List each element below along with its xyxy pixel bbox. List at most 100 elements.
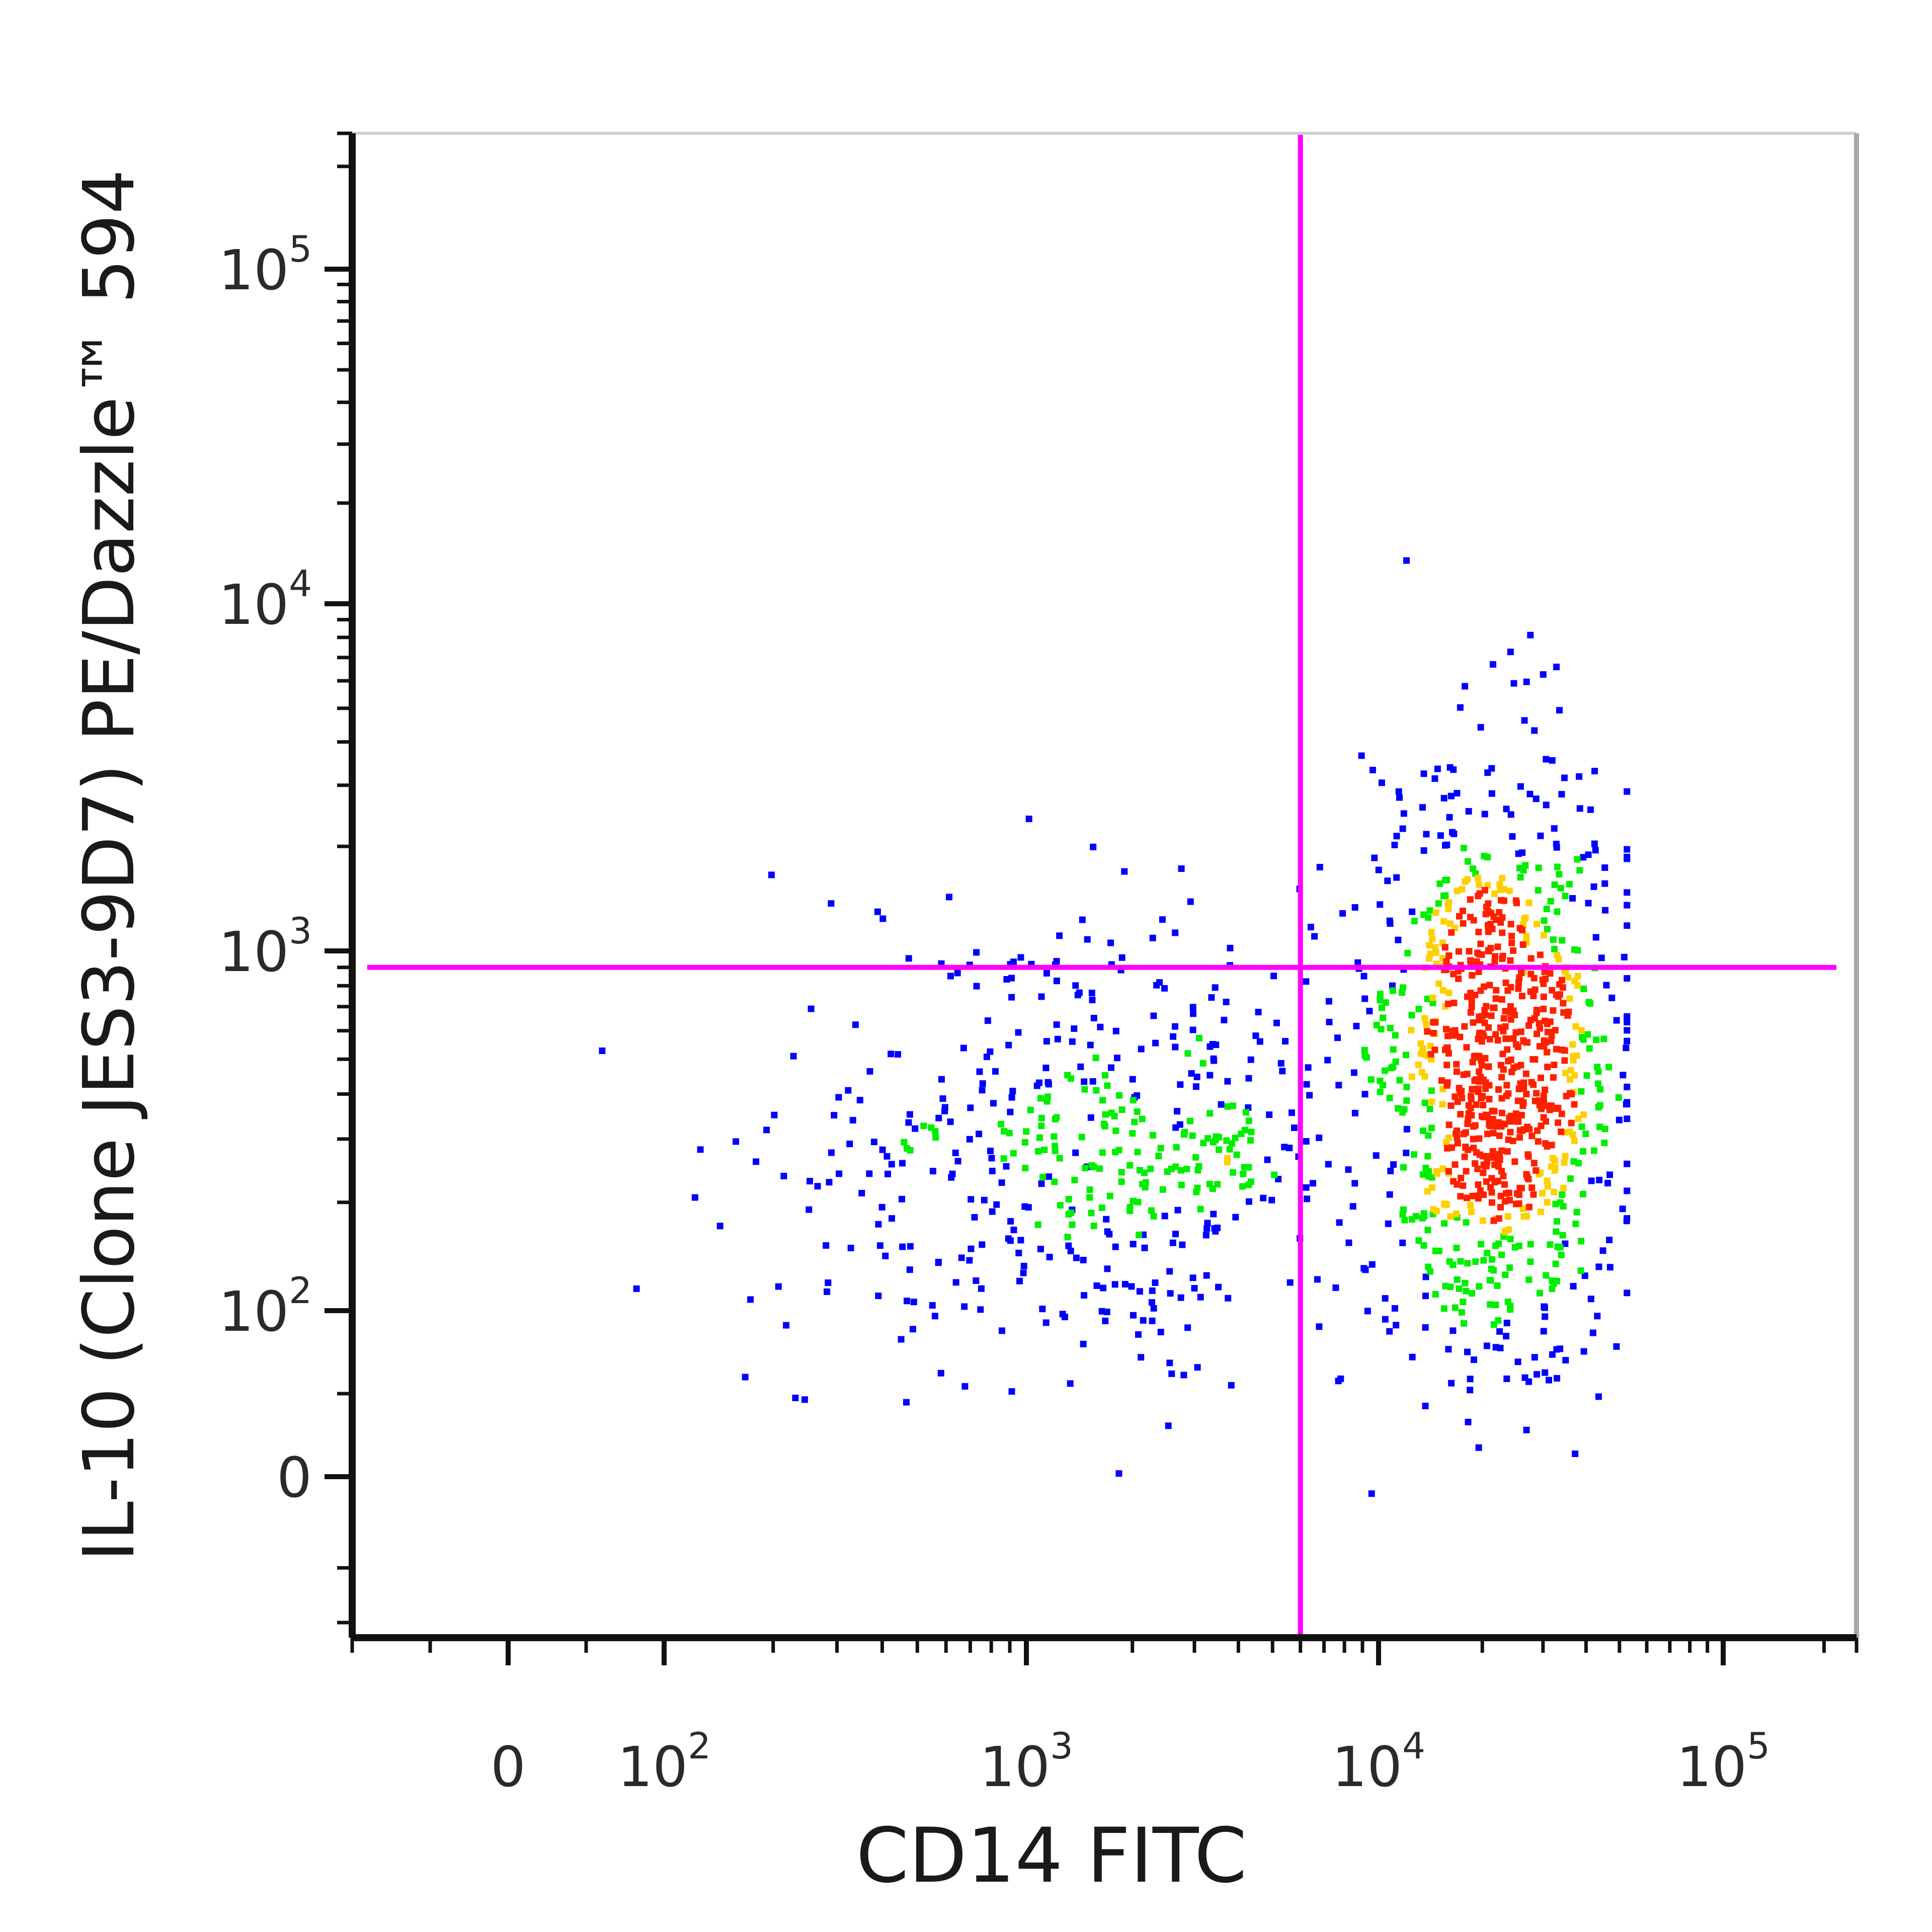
event-dot [1111,1281,1118,1288]
event-dot [1438,1077,1445,1084]
event-dot [1624,846,1631,853]
event-dot [1467,1104,1474,1111]
event-dot [1382,1316,1389,1323]
event-dot [1389,982,1396,989]
event-dot [1457,1033,1464,1040]
event-dot [1428,1098,1435,1105]
event-dot [1544,1183,1551,1190]
event-dot [1570,1283,1577,1290]
event-dot [1009,1088,1016,1094]
event-dot [1445,1168,1452,1175]
event-dot [1403,1084,1410,1090]
event-dot [1378,779,1385,786]
event-dot [1432,1291,1439,1298]
event-dot [1527,1258,1534,1265]
event-dot [1507,921,1514,928]
event-dot [899,1243,906,1250]
event-dot [633,1285,640,1292]
event-dot [1542,1369,1549,1376]
event-dot [1427,950,1434,957]
event-dot [1554,1375,1560,1382]
event-dot [1454,1140,1461,1147]
event-dot [1159,916,1166,923]
event-dot [1518,1112,1525,1118]
event-dot [1527,955,1535,962]
event-dot [1345,1239,1352,1246]
event-dot [1131,1118,1138,1125]
event-dot [1403,1125,1410,1133]
event-dot [1043,1038,1050,1045]
event-dot [1393,1322,1400,1329]
event-dot [1454,888,1461,895]
event-dot [1350,1069,1357,1076]
event-dot [1476,1135,1483,1142]
event-dot [884,1170,891,1177]
event-dot [1420,1242,1427,1249]
event-dot [1303,1184,1310,1191]
event-dot [1624,1037,1631,1044]
event-dot [1390,1064,1397,1071]
event-dot [1463,1168,1470,1175]
event-dot [1248,1129,1255,1136]
event-dot [1377,901,1384,908]
event-dot [1544,1199,1551,1206]
event-dot [1550,1074,1557,1081]
event-dot [1454,1276,1461,1283]
event-dot [1585,999,1592,1006]
event-dot [847,1245,854,1251]
y-tick-label: 0 [277,1445,312,1510]
x-tick-exponent: 4 [1402,1725,1425,1767]
event-dot [1156,979,1163,986]
event-dot [968,1196,975,1203]
event-dot [1303,978,1310,985]
event-dot [906,1111,913,1118]
event-dot [1540,671,1547,678]
x-axis: 0 102 103 104 105 [350,1638,1859,1799]
event-dot [1192,1154,1199,1161]
event-dot [1475,1192,1482,1199]
event-dot [1492,995,1499,1002]
event-dot [1195,1163,1202,1170]
event-dot [1559,1232,1566,1239]
event-dot [1232,1135,1239,1142]
event-dot [1021,1139,1028,1146]
event-dot [1577,1267,1584,1274]
event-dot [1138,1045,1145,1053]
event-dot [1490,1130,1497,1137]
event-dot [1382,1295,1389,1302]
event-dot [1491,890,1498,897]
event-dot [1498,1095,1505,1102]
event-dot [846,1141,853,1148]
event-dot [1425,1263,1432,1270]
event-dot [1595,1393,1602,1400]
event-dot [1552,1157,1558,1164]
event-dot [1353,1022,1360,1029]
event-dot [1395,936,1402,943]
event-dot [1475,1088,1482,1095]
event-dot [1603,982,1610,989]
event-dot [1527,631,1534,638]
event-dot [1498,1251,1505,1258]
event-dot [1519,941,1526,948]
event-dot [1468,1003,1475,1010]
event-dot [1051,1178,1058,1185]
x-tick-label: 103 [980,1725,1073,1799]
event-dot [1203,1225,1211,1232]
event-dot [1547,1241,1554,1248]
event-dot [1129,1076,1136,1083]
event-dot [1412,1213,1419,1220]
event-dot [1426,1105,1433,1112]
event-dot [1449,829,1456,836]
event-dot [836,1170,843,1177]
event-dot [1602,907,1608,914]
event-dot [1578,1088,1585,1095]
event-dot [1306,1092,1313,1099]
event-dot [775,1283,782,1290]
event-dot [1587,806,1594,813]
event-dot [1543,756,1550,763]
event-dot [1558,1251,1565,1258]
event-dot [1534,921,1541,927]
event-dot [1467,957,1474,964]
event-dot [1548,1142,1555,1149]
